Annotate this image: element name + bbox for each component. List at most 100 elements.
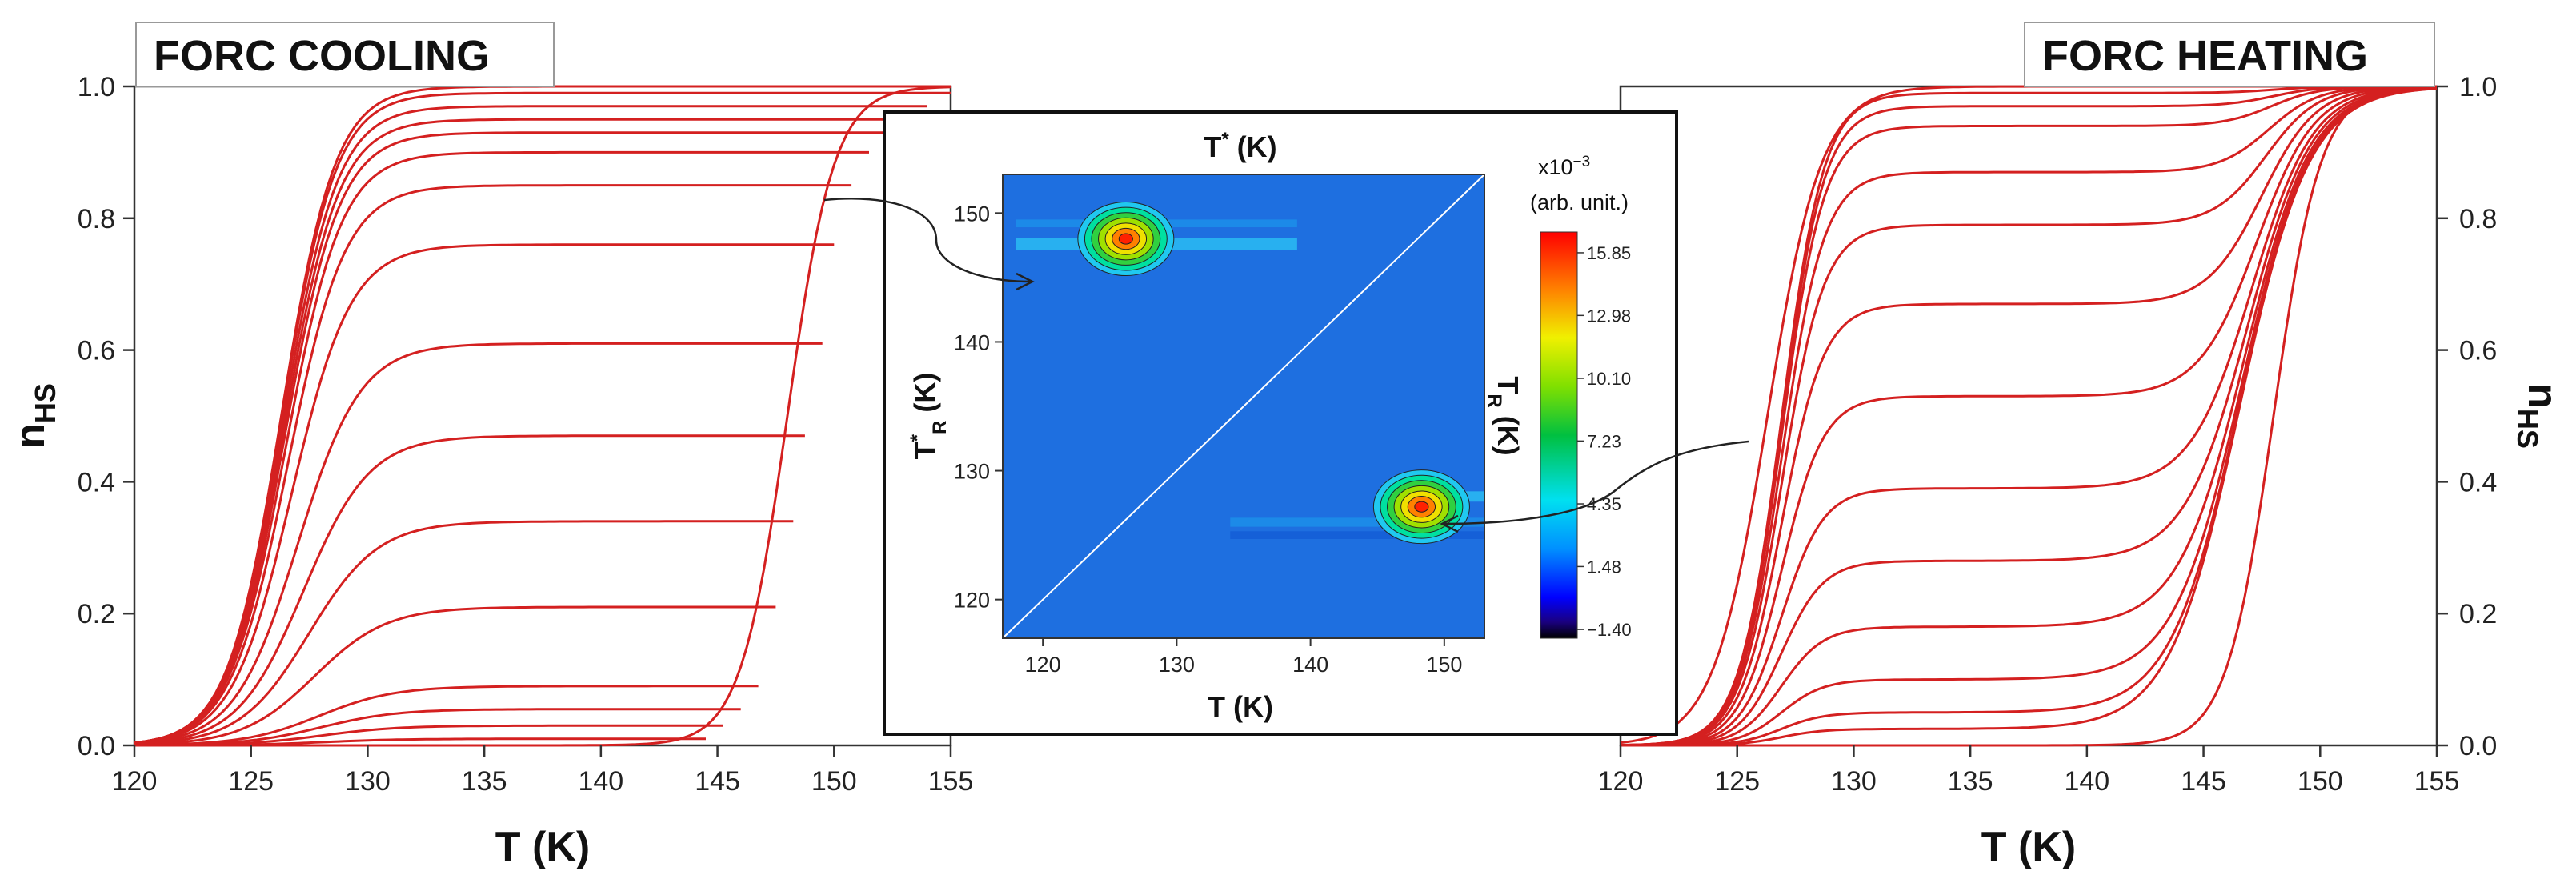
inset-top-label-unit: (K) bbox=[1229, 130, 1277, 163]
inset-right-label-sub: R bbox=[1484, 394, 1505, 407]
arrow-heating-to-inset bbox=[1444, 440, 1749, 525]
inset-right-label-main: T bbox=[1492, 376, 1524, 394]
x-tick-label: 130 bbox=[345, 766, 391, 797]
svg-text:nHS: nHS bbox=[2511, 383, 2566, 449]
forc-curve bbox=[134, 605, 776, 746]
inset-y-label-unit: (K) bbox=[908, 373, 941, 421]
x-tick-label: 120 bbox=[1598, 766, 1644, 797]
y-tick-label: 0.0 bbox=[78, 731, 115, 761]
colorbar-tick-label: 10.10 bbox=[1587, 369, 1631, 389]
right-y-label-main: n bbox=[2519, 383, 2566, 409]
left-y-ticks: 0.0 0.2 0.4 0.6 0.8 1.0 bbox=[78, 72, 134, 761]
colorbar-tick-label: −1.40 bbox=[1587, 620, 1632, 640]
inset-y-label-sub: R bbox=[929, 421, 951, 434]
colorbar-subtitle: (arb. unit.) bbox=[1530, 190, 1629, 214]
y-tick-label: 0.8 bbox=[2459, 204, 2497, 234]
x-tick-label: 150 bbox=[811, 766, 857, 797]
forc-curve bbox=[134, 118, 904, 745]
left-x-label: T (K) bbox=[495, 824, 590, 870]
forc-curve bbox=[134, 131, 887, 745]
heatmap-streak bbox=[1230, 517, 1484, 527]
peak-contour bbox=[1414, 501, 1429, 513]
right-y-label: nHS bbox=[2511, 383, 2566, 449]
colorbar-tick-label: 12.98 bbox=[1587, 306, 1631, 326]
x-tick-label: 135 bbox=[462, 766, 507, 797]
forc-curve bbox=[134, 520, 794, 745]
right-x-label: T (K) bbox=[1981, 824, 2076, 870]
inset-right-label-unit: (K) bbox=[1492, 408, 1524, 456]
inset-y-label-main: T bbox=[908, 442, 941, 459]
colorbar bbox=[1540, 231, 1578, 639]
x-tick-label: 125 bbox=[228, 766, 274, 797]
forc-curve bbox=[1621, 86, 2438, 747]
inset-top-label-sup: * bbox=[1221, 129, 1229, 150]
inset-y-tick-label: 140 bbox=[954, 330, 990, 354]
x-tick-label: 125 bbox=[1714, 766, 1760, 797]
colorbar-tick-label: 1.48 bbox=[1587, 557, 1621, 577]
arrow-cooling-to-inset bbox=[823, 198, 1032, 283]
left-y-label: nHS bbox=[7, 383, 62, 449]
y-tick-label: 1.0 bbox=[2459, 72, 2497, 102]
heatmap-streak bbox=[1230, 531, 1484, 539]
inset-x-tick-label: 120 bbox=[1025, 653, 1061, 677]
forc-curve bbox=[1621, 86, 2438, 747]
x-tick-label: 140 bbox=[2064, 766, 2109, 797]
colorbar-title-line1: x10 bbox=[1538, 155, 1573, 179]
forc-curve bbox=[134, 243, 835, 745]
forc-curve bbox=[134, 708, 741, 747]
forc-curve bbox=[1620, 86, 2438, 747]
major-ascending-branch bbox=[134, 86, 951, 747]
y-tick-label: 0.4 bbox=[2459, 467, 2497, 497]
forc-heating-panel: 120 125 130 135 140 145 150 155 0.0 0.2 0.4 0.6 0.8… bbox=[1598, 22, 2566, 870]
svg-text:TR (K): TR (K) bbox=[1484, 376, 1524, 455]
forc-curve bbox=[134, 737, 706, 747]
x-tick-label: 150 bbox=[2298, 766, 2343, 797]
colorbar-tick-label: 7.23 bbox=[1587, 431, 1621, 451]
inset-x-tick-label: 140 bbox=[1292, 653, 1328, 677]
x-tick-label: 120 bbox=[112, 766, 158, 797]
y-tick-label: 1.0 bbox=[78, 72, 115, 102]
inset-x-label: T (K) bbox=[1208, 690, 1273, 723]
x-tick-label: 130 bbox=[1831, 766, 1877, 797]
inset-x-tick-label: 130 bbox=[1159, 653, 1195, 677]
major-ascending-branch bbox=[1621, 86, 2438, 747]
peak-contour bbox=[1118, 233, 1133, 245]
left-y-label-sub: HS bbox=[29, 383, 62, 423]
x-tick-label: 135 bbox=[1948, 766, 1993, 797]
heatmap bbox=[1002, 174, 1485, 639]
forc-curve bbox=[134, 342, 823, 745]
arrow-heating-head bbox=[1440, 514, 1459, 533]
forc-curve bbox=[1620, 85, 2437, 747]
svg-text:T*R (K): T*R (K) bbox=[907, 373, 951, 460]
y-tick-label: 0.2 bbox=[2459, 599, 2497, 629]
arrows bbox=[823, 198, 1749, 533]
y-tick-label: 0.8 bbox=[78, 204, 115, 234]
x-tick-label: 155 bbox=[2414, 766, 2460, 797]
forc-curve bbox=[1621, 86, 2438, 747]
forc-curve bbox=[1621, 85, 2438, 747]
diagonal-line bbox=[1002, 174, 1485, 639]
x-tick-label: 155 bbox=[928, 766, 974, 797]
forc-curve bbox=[134, 184, 852, 745]
x-tick-label: 145 bbox=[695, 766, 740, 797]
arrow-cooling-head bbox=[1016, 272, 1035, 291]
inset-y-tick-label: 130 bbox=[954, 460, 990, 484]
inset-x-tick-label: 150 bbox=[1426, 653, 1462, 677]
y-tick-label: 0.4 bbox=[78, 467, 115, 497]
right-x-ticks: 120 125 130 135 140 145 150 155 bbox=[1598, 745, 2460, 797]
colorbar-title: x10−3 bbox=[1538, 154, 1590, 179]
y-tick-label: 0.0 bbox=[2459, 731, 2497, 761]
forc-curve bbox=[134, 150, 869, 745]
forc-curve bbox=[134, 434, 805, 745]
left-title-box bbox=[135, 22, 555, 87]
forc-curve bbox=[134, 91, 951, 745]
right-y-ticks: 0.0 0.2 0.4 0.6 0.8 1.0 bbox=[2437, 72, 2497, 761]
forc-curve bbox=[134, 105, 927, 745]
x-tick-label: 145 bbox=[2181, 766, 2226, 797]
forc-curve bbox=[1620, 85, 2438, 747]
y-tick-label: 0.6 bbox=[78, 336, 115, 366]
forc-cooling-panel: 120 125 130 135 140 145 150 155 0.0 0.2 0.4 0.6 0.8… bbox=[7, 22, 973, 870]
